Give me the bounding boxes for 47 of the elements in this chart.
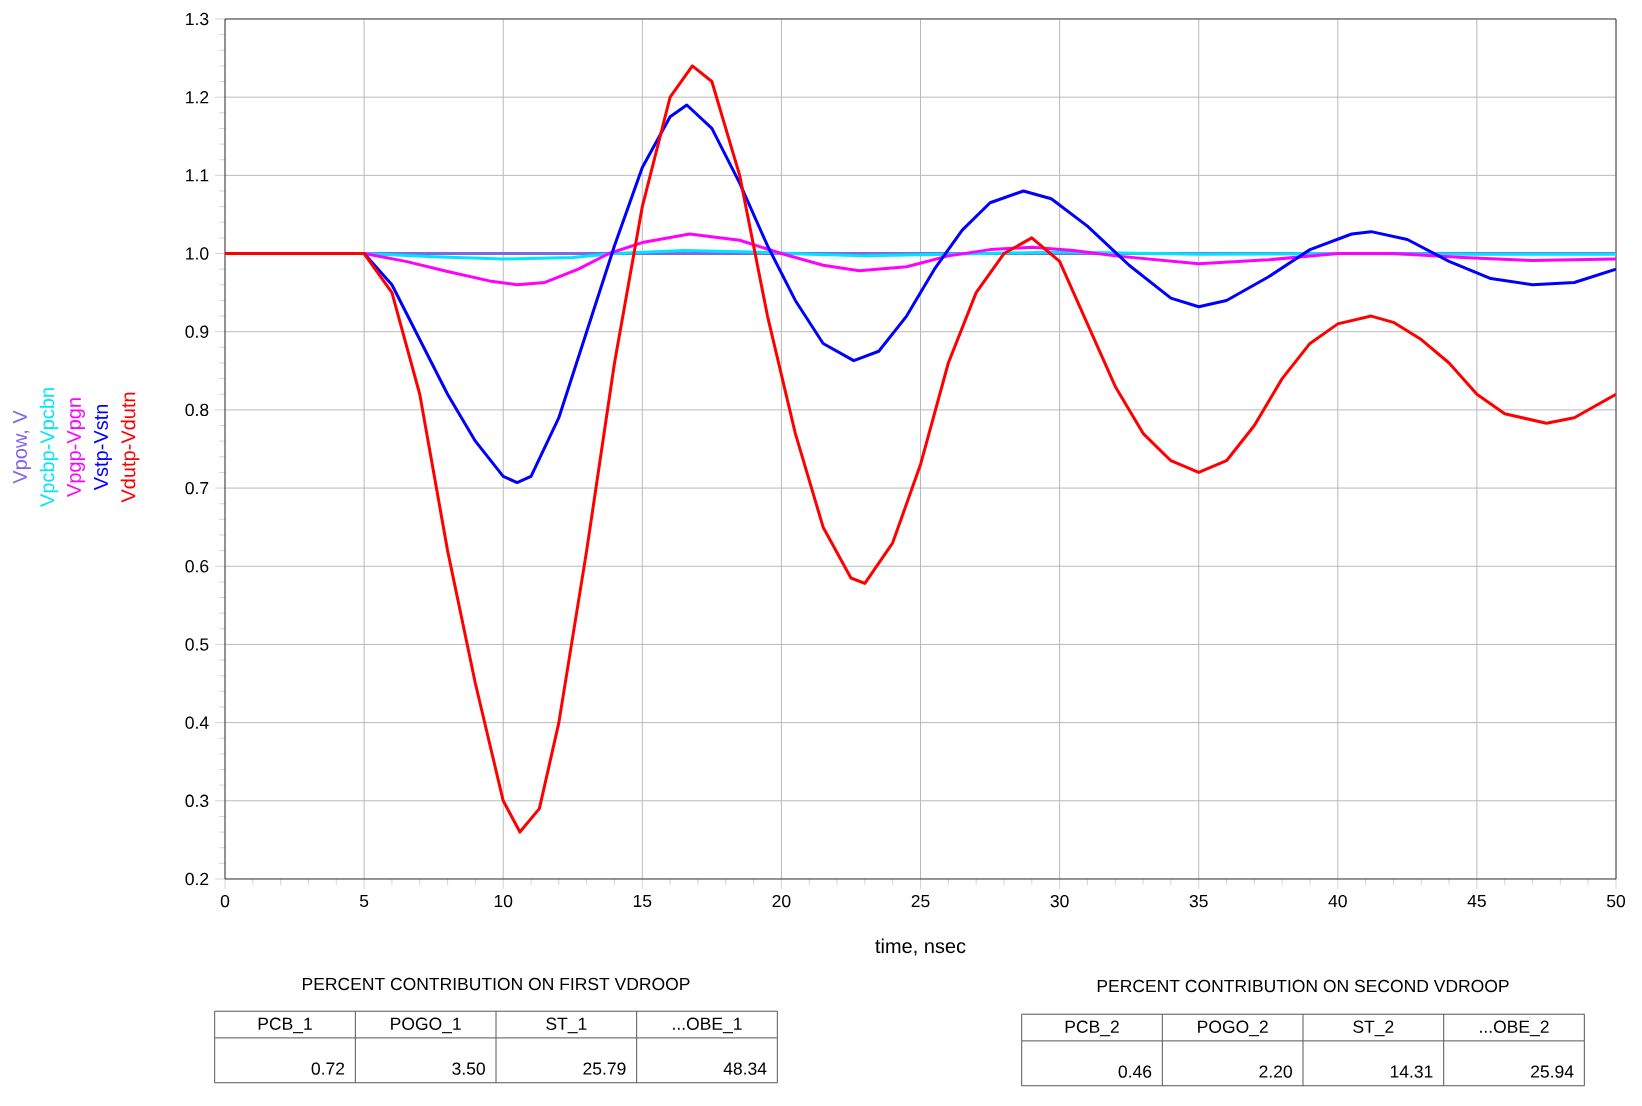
text: POGO_1 — [391, 1017, 461, 1034]
y-tick-label: 1.0 — [186, 247, 209, 260]
text: Vpow, V — [13, 410, 31, 484]
y-tick-label: 0.8 — [185, 403, 209, 417]
text: 48.34 — [723, 1062, 767, 1075]
x-tick-label: 50 — [1606, 894, 1626, 908]
x-tick-label: 35 — [1189, 894, 1208, 908]
y-tick-label: 0.2 — [185, 872, 209, 886]
y-tick-label: 0.4 — [185, 716, 209, 729]
x-axis-title: time, nsec — [875, 938, 966, 956]
x-tick-label: 5 — [359, 894, 369, 908]
text: 14.31 — [1390, 1065, 1433, 1078]
text: 0.72 — [311, 1062, 345, 1075]
text: PCB_2 — [1065, 1020, 1119, 1037]
x-tick-label: 10 — [494, 894, 513, 908]
text: 25.79 — [583, 1062, 626, 1075]
text: PERCENT CONTRIBUTION ON FIRST VDROOP — [303, 977, 690, 991]
y-tick-label: 1.3 — [186, 12, 209, 26]
x-tick-label: 45 — [1467, 894, 1486, 908]
text: PERCENT CONTRIBUTION ON SECOND VDROOP — [1097, 979, 1509, 993]
x-tick-label: 15 — [633, 894, 652, 908]
y-tick-label: 1.1 — [186, 169, 209, 182]
text: Vstp-Vstn — [94, 404, 112, 491]
y-tick-label: 0.9 — [185, 325, 209, 338]
text: Vpcbp-Vpcbn — [39, 388, 59, 507]
x-tick-label: 20 — [772, 894, 791, 908]
y-tick-label: 0.7 — [185, 481, 209, 495]
x-tick-label: 30 — [1050, 894, 1069, 908]
text: Vpgp-Vpgn — [67, 398, 85, 497]
y-tick-label: 1.2 — [186, 91, 209, 104]
text: 2.20 — [1259, 1065, 1292, 1078]
text: Vdutp-Vdutn — [120, 392, 140, 503]
y-tick-label: 0.5 — [185, 638, 209, 651]
y-tick-label: 0.3 — [185, 794, 209, 808]
text: 0.46 — [1118, 1065, 1152, 1078]
x-tick-label: 25 — [911, 894, 930, 908]
y-tick-label: 0.6 — [185, 560, 209, 573]
text: ...OBE_2 — [1480, 1020, 1549, 1037]
text: PCB_1 — [258, 1017, 312, 1034]
text: ...OBE_1 — [673, 1017, 742, 1034]
x-tick-label: 0 — [220, 894, 230, 908]
x-tick-label: 40 — [1328, 894, 1347, 908]
text: 3.50 — [452, 1062, 485, 1075]
text: POGO_2 — [1198, 1020, 1268, 1037]
text: ST_2 — [1353, 1020, 1394, 1037]
text: ST_1 — [546, 1017, 587, 1034]
text: 25.94 — [1531, 1065, 1574, 1078]
